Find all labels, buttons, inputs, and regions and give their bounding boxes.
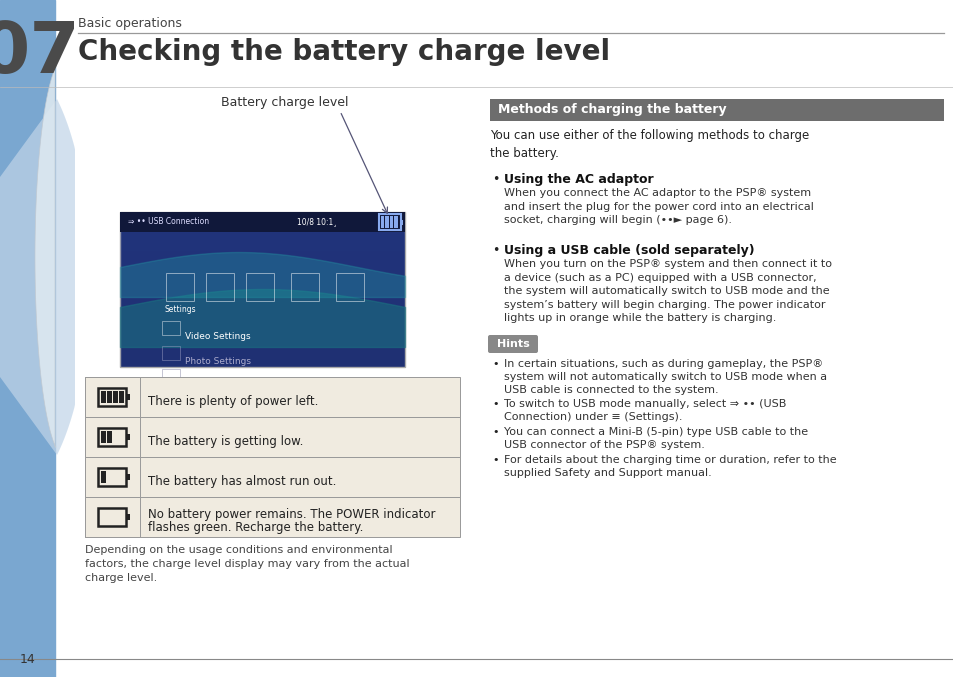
FancyBboxPatch shape (488, 335, 537, 353)
Polygon shape (35, 67, 55, 447)
Text: When you connect the AC adaptor to the PSP® system
and insert the plug for the p: When you connect the AC adaptor to the P… (503, 188, 813, 225)
Text: You can connect a Mini-B (5-pin) type USB cable to the
USB connector of the PSP®: You can connect a Mini-B (5-pin) type US… (503, 427, 807, 450)
Bar (118, 391, 124, 403)
Bar (0, 0, 55, 677)
Text: Methods of charging the battery: Methods of charging the battery (497, 104, 726, 116)
Text: 07: 07 (0, 19, 80, 88)
Bar (395, 216, 397, 228)
Text: The battery has almost run out.: The battery has almost run out. (148, 475, 336, 487)
Bar (385, 216, 389, 228)
Text: To switch to USB mode manually, select ⇒ •• (USB
Connection) under ≡ (Settings).: To switch to USB mode manually, select ⇒… (503, 399, 785, 422)
Text: 14: 14 (20, 653, 35, 666)
Text: There is plenty of power left.: There is plenty of power left. (148, 395, 318, 408)
Bar (98, 508, 126, 526)
Text: •: • (492, 173, 498, 186)
Bar (85, 497, 459, 537)
Text: When you turn on the PSP® system and then connect it to
a device (such as a PC) : When you turn on the PSP® system and the… (503, 259, 831, 324)
Bar (126, 434, 130, 440)
Text: You can use either of the following methods to charge
the battery.: You can use either of the following meth… (490, 129, 808, 160)
Bar (120, 309, 405, 328)
Bar (120, 347, 405, 367)
Bar (98, 468, 126, 486)
Text: Photo Settings: Photo Settings (185, 357, 251, 366)
Text: •: • (492, 244, 498, 257)
Bar (166, 273, 193, 301)
Bar (85, 417, 459, 457)
Text: •: • (492, 455, 498, 465)
Polygon shape (0, 99, 75, 455)
Bar (380, 216, 384, 228)
Bar (120, 328, 405, 347)
Text: System Settings: System Settings (185, 380, 258, 389)
Bar (120, 250, 405, 270)
Bar (85, 377, 459, 417)
Bar (98, 388, 126, 406)
Text: 10/8 10:1¸: 10/8 10:1¸ (296, 217, 336, 227)
Text: Depending on the usage conditions and environmental
factors, the charge level di: Depending on the usage conditions and en… (85, 545, 409, 583)
Text: •: • (492, 399, 498, 409)
Text: In certain situations, such as during gameplay, the PSP®
system will not automat: In certain situations, such as during ga… (503, 359, 826, 395)
Bar (335, 273, 364, 301)
Text: Battery charge level: Battery charge level (221, 96, 349, 109)
Bar (101, 431, 106, 443)
Text: No battery power remains. The POWER indicator: No battery power remains. The POWER indi… (148, 508, 435, 521)
Text: Using the AC adaptor: Using the AC adaptor (503, 173, 653, 186)
Text: Video Settings: Video Settings (185, 332, 251, 341)
Bar (120, 212, 405, 232)
Bar (120, 212, 405, 367)
Bar (85, 457, 459, 497)
Bar (85, 497, 140, 537)
Bar (490, 99, 943, 121)
Text: flashes green. Recharge the battery.: flashes green. Recharge the battery. (148, 521, 363, 534)
Bar (390, 216, 393, 228)
Bar (126, 514, 130, 520)
Bar (120, 212, 405, 232)
Bar (101, 391, 106, 403)
Bar (126, 474, 130, 480)
Bar (101, 471, 106, 483)
Text: Basic operations: Basic operations (78, 17, 182, 30)
Text: Using a USB cable (sold separately): Using a USB cable (sold separately) (503, 244, 754, 257)
Bar (107, 391, 112, 403)
Bar (98, 428, 126, 446)
Text: Checking the battery charge level: Checking the battery charge level (78, 38, 610, 66)
Text: The battery is getting low.: The battery is getting low. (148, 435, 303, 447)
Bar (120, 270, 405, 290)
Bar (246, 273, 274, 301)
Text: Hints: Hints (497, 339, 529, 349)
Bar (112, 391, 117, 403)
Text: •: • (492, 359, 498, 369)
Bar (126, 394, 130, 400)
Bar (85, 377, 140, 417)
Text: For details about the charging time or duration, refer to the
supplied Safety an: For details about the charging time or d… (503, 455, 836, 478)
Bar (120, 232, 405, 250)
Text: ⇒ •• USB Connection: ⇒ •• USB Connection (128, 217, 209, 227)
Text: Settings: Settings (164, 305, 195, 314)
Bar (162, 369, 180, 383)
Bar (291, 273, 318, 301)
Bar (107, 431, 112, 443)
Bar (120, 290, 405, 309)
Bar (85, 457, 140, 497)
Bar (206, 273, 233, 301)
Bar (85, 417, 140, 457)
Bar (378, 214, 400, 230)
Bar (400, 220, 402, 225)
Bar (162, 346, 180, 360)
Text: •: • (492, 427, 498, 437)
Bar (162, 321, 180, 335)
